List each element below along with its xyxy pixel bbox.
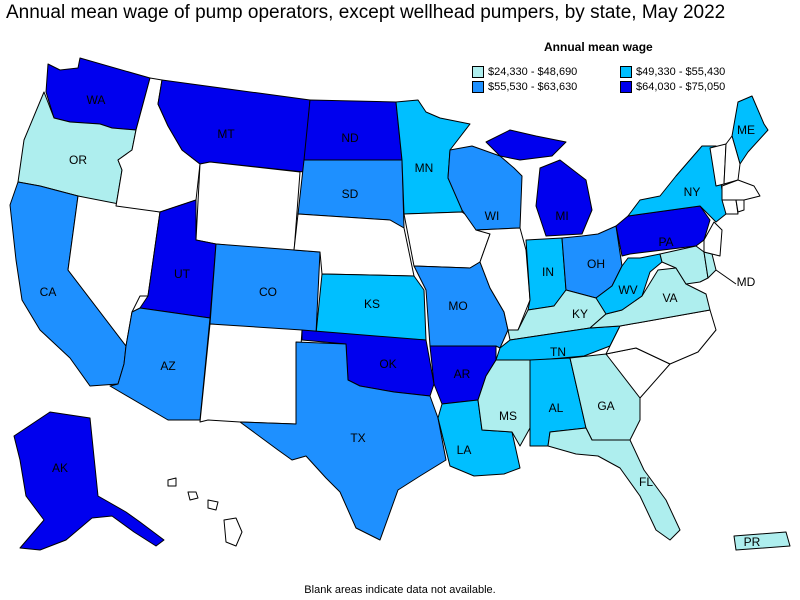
state-label-PR: PR	[744, 535, 761, 549]
state-label-KS: KS	[364, 297, 380, 311]
state-label-ME: ME	[737, 123, 755, 137]
state-label-MN: MN	[415, 161, 434, 175]
state-label-MT: MT	[217, 127, 235, 141]
legend-swatch	[620, 81, 632, 93]
state-label-GA: GA	[597, 399, 614, 413]
state-label-UT: UT	[174, 267, 191, 281]
legend-label: $24,330 - $48,690	[488, 66, 578, 78]
state-label-ND: ND	[341, 131, 359, 145]
state-ND[interactable]	[303, 99, 403, 161]
state-MD[interactable]	[659, 245, 709, 285]
state-MI[interactable]	[485, 129, 593, 237]
state-label-OH: OH	[587, 257, 605, 271]
state-AK[interactable]	[13, 411, 165, 551]
state-label-MI: MI	[555, 209, 568, 223]
state-label-TX: TX	[350, 431, 365, 445]
state-label-AR: AR	[454, 367, 471, 381]
state-label-KY: KY	[572, 307, 588, 321]
state-label-VA: VA	[662, 291, 677, 305]
state-label-WA: WA	[87, 93, 106, 107]
legend-label: $49,330 - $55,430	[636, 66, 726, 78]
legend-item: $64,030 - $75,050	[620, 81, 725, 93]
state-label-CO: CO	[259, 285, 277, 299]
state-label-CA: CA	[40, 285, 57, 299]
state-CT[interactable]	[721, 199, 739, 215]
legend-swatch	[620, 66, 632, 78]
state-FL[interactable]	[547, 427, 681, 541]
footnote: Blank areas indicate data not available.	[304, 584, 496, 596]
state-label-OR: OR	[69, 153, 87, 167]
legend-label: $55,530 - $63,630	[488, 81, 578, 93]
legend-swatch	[472, 81, 484, 93]
state-PR[interactable]	[733, 531, 791, 551]
state-label-IN: IN	[542, 265, 554, 279]
state-label-LA: LA	[457, 443, 472, 457]
state-label-NY: NY	[684, 185, 701, 199]
state-label-AL: AL	[549, 401, 564, 415]
state-label-MD: MD	[737, 275, 756, 289]
state-HI[interactable]	[167, 477, 243, 547]
state-NH[interactable]	[723, 135, 741, 185]
state-label-AZ: AZ	[160, 359, 175, 373]
state-RI[interactable]	[735, 199, 745, 213]
legend-swatch	[472, 66, 484, 78]
state-label-PA: PA	[658, 235, 673, 249]
legend-item: $24,330 - $48,690	[472, 66, 577, 78]
state-label-WI: WI	[485, 209, 500, 223]
state-label-OK: OK	[379, 357, 396, 371]
state-label-TN: TN	[550, 345, 566, 359]
state-label-MS: MS	[499, 409, 517, 423]
md-leader-line	[715, 269, 737, 285]
legend-title: Annual mean wage	[544, 40, 653, 54]
state-label-SD: SD	[342, 187, 359, 201]
state-TX[interactable]	[239, 341, 447, 541]
legend-item: $55,530 - $63,630	[472, 81, 577, 93]
state-label-AK: AK	[52, 461, 68, 475]
state-KS[interactable]	[315, 273, 427, 341]
state-WI[interactable]	[447, 145, 523, 231]
legend-item: $49,330 - $55,430	[620, 66, 725, 78]
legend-label: $64,030 - $75,050	[636, 81, 726, 93]
state-label-FL: FL	[639, 475, 653, 489]
state-NM[interactable]	[199, 323, 303, 425]
state-label-MO: MO	[448, 299, 467, 313]
map-title: Annual mean wage of pump operators, exce…	[6, 2, 726, 23]
state-WY[interactable]	[195, 161, 301, 253]
state-NJ[interactable]	[703, 221, 723, 257]
state-label-WV: WV	[618, 283, 637, 297]
